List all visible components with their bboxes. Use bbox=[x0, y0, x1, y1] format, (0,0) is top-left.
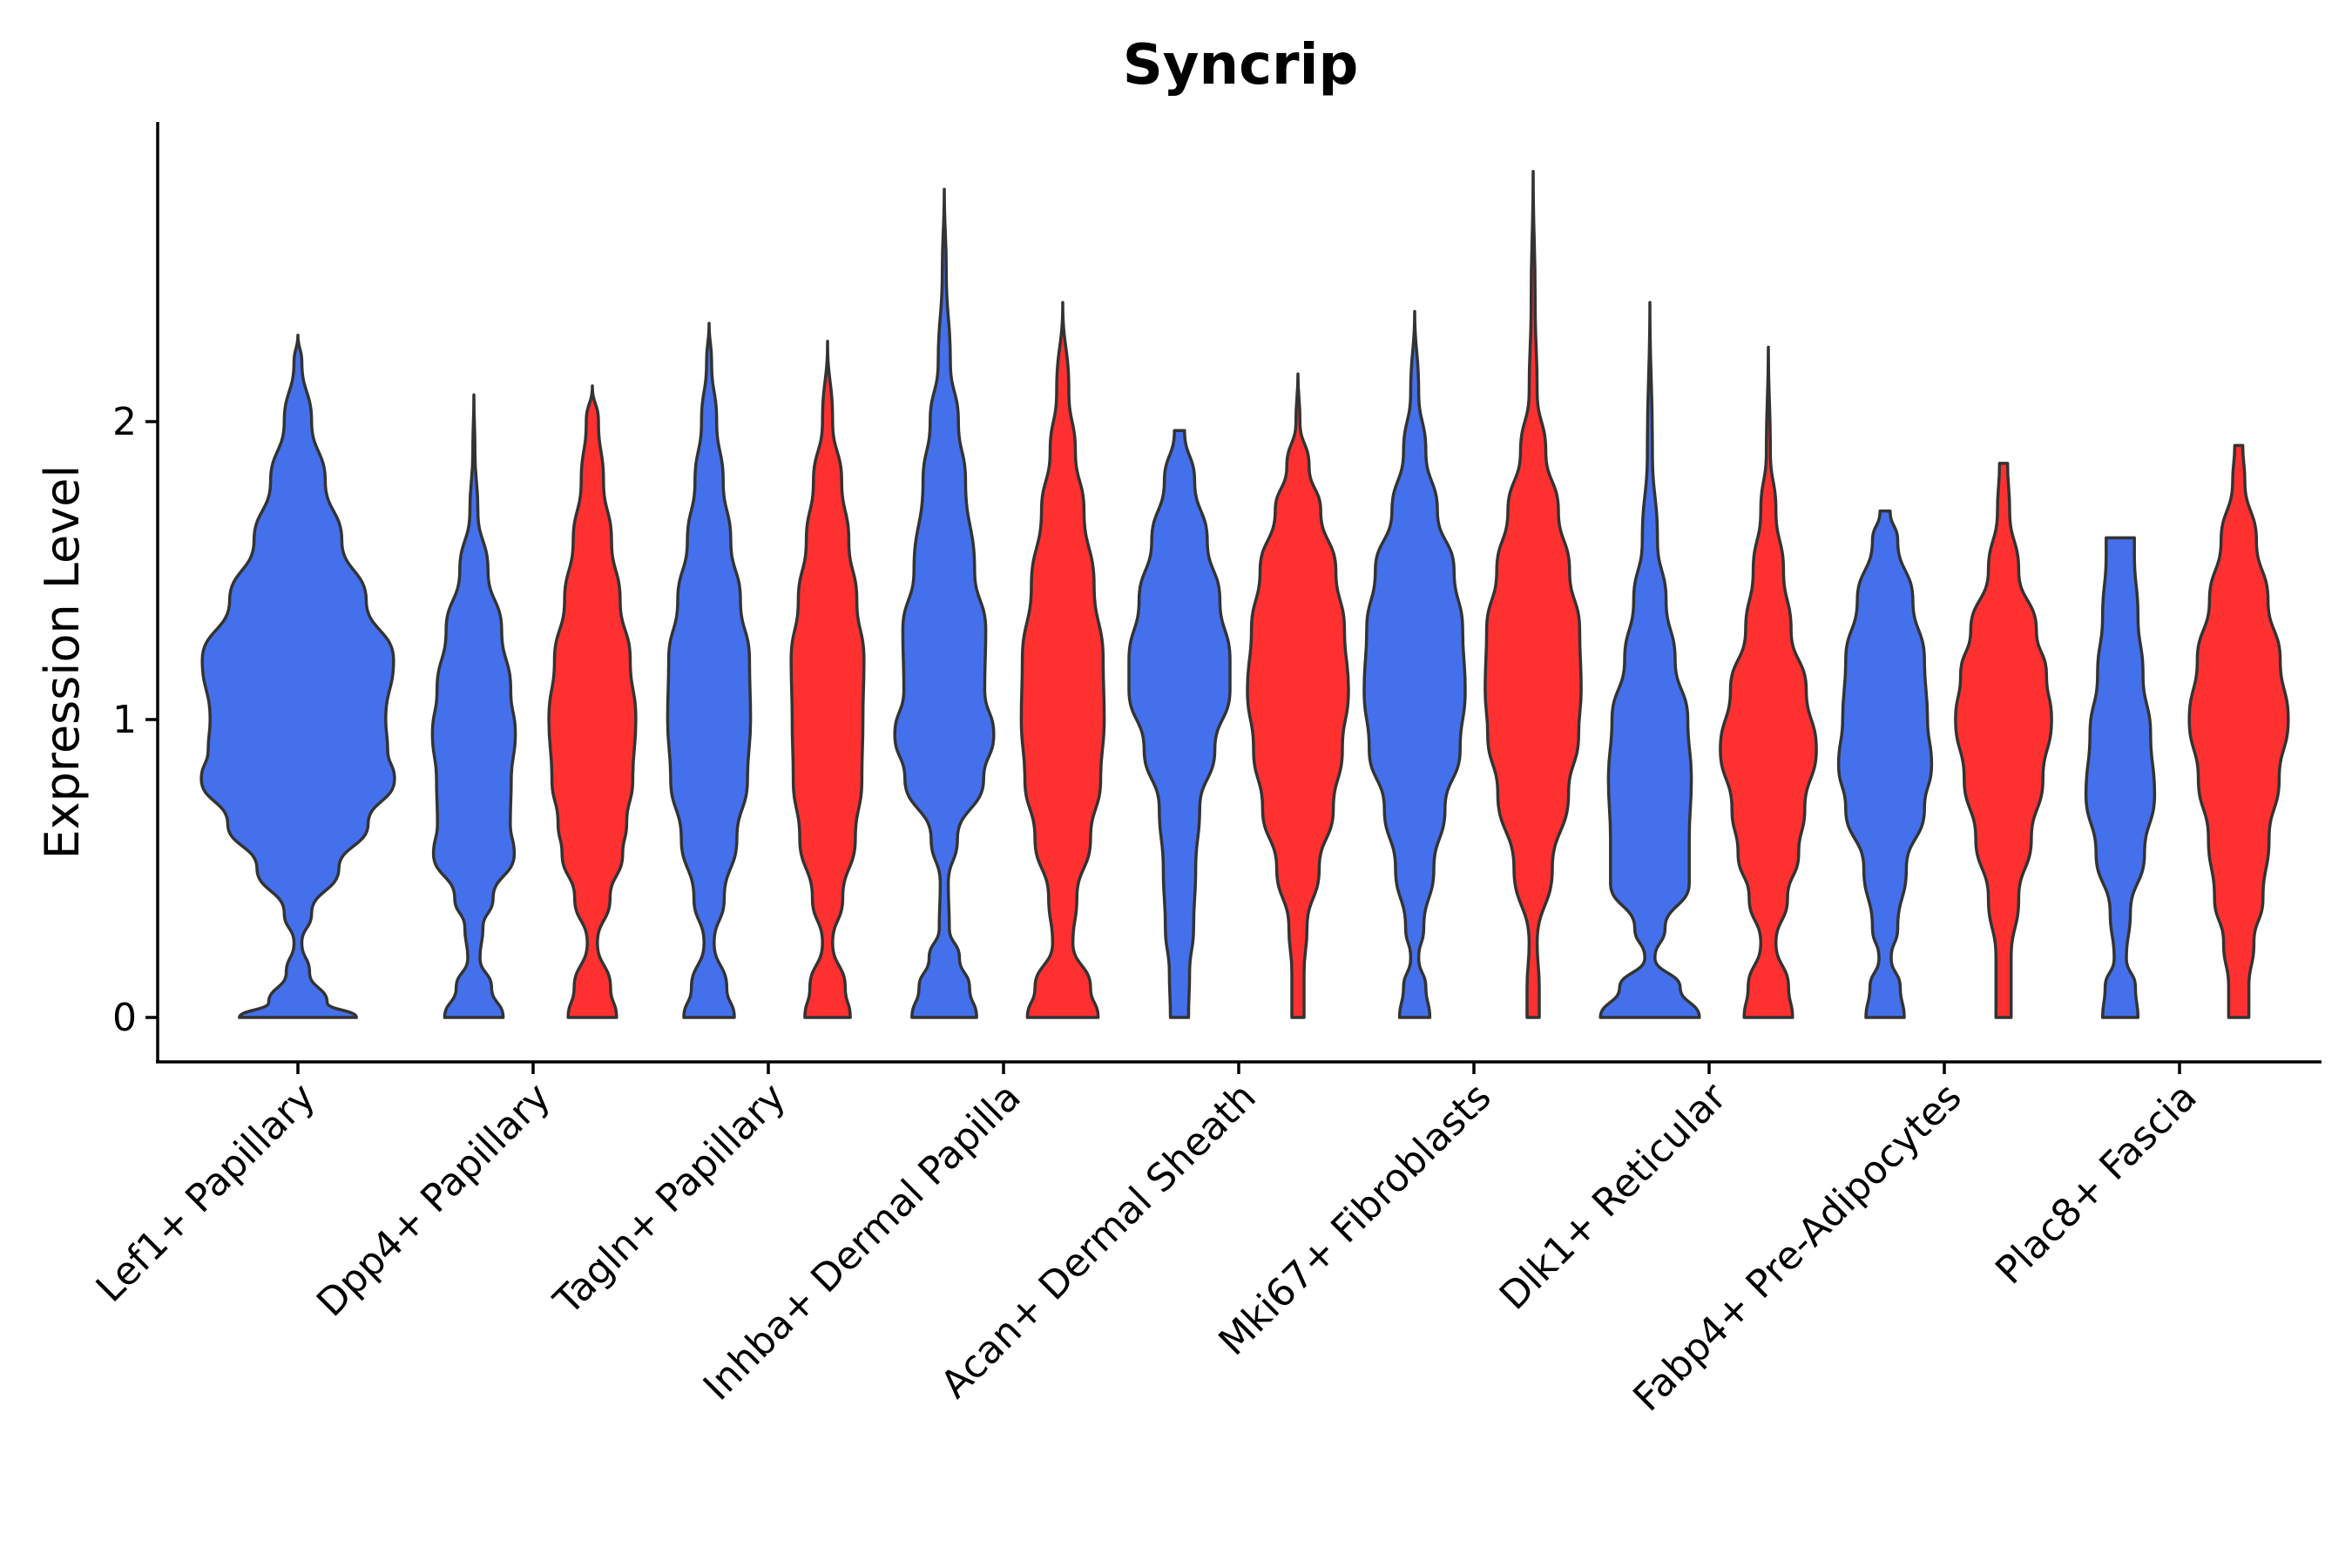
violin-red-3 bbox=[1019, 301, 1106, 1019]
violin-red-7 bbox=[1954, 462, 2053, 1019]
violin-red-8 bbox=[2187, 443, 2290, 1019]
x-tick-label: Lef1+ Papillary bbox=[88, 1075, 324, 1311]
violin-blue-0 bbox=[199, 334, 396, 1019]
violin-blue-6 bbox=[1598, 301, 1701, 1019]
violin-blue-3 bbox=[893, 187, 996, 1019]
violin-blue-8 bbox=[2084, 536, 2157, 1019]
violin-blue-4 bbox=[1127, 429, 1232, 1019]
x-tick-label: Dlk1+ Reticular bbox=[1491, 1074, 1736, 1319]
violin-blue-1 bbox=[430, 393, 517, 1019]
violin-red-1 bbox=[547, 384, 638, 1019]
violin-red-4 bbox=[1246, 372, 1350, 1019]
violin-red-2 bbox=[789, 339, 866, 1019]
y-axis-label: Expression Level bbox=[35, 465, 90, 860]
x-tick-label: Tagln+ Papillary bbox=[545, 1075, 794, 1324]
y-tick-label: 2 bbox=[112, 400, 137, 444]
violin-red-6 bbox=[1719, 345, 1818, 1019]
y-tick-label: 0 bbox=[112, 996, 137, 1040]
y-ticks: 0 1 2 bbox=[112, 400, 158, 1040]
violin-red-5 bbox=[1484, 169, 1583, 1019]
violin-blue-7 bbox=[1836, 509, 1934, 1019]
violin-blue-2 bbox=[666, 321, 753, 1019]
x-tick-label: Plac8+ Fascia bbox=[1987, 1075, 2206, 1294]
x-tick-label: Mki67+ Fibroblasts bbox=[1210, 1075, 1499, 1364]
violin-group bbox=[199, 169, 2290, 1019]
y-tick-label: 1 bbox=[112, 698, 137, 742]
chart-title: Syncrip bbox=[1123, 33, 1359, 98]
x-tick-label: Dpp4+ Papillary bbox=[308, 1075, 559, 1326]
violin-blue-5 bbox=[1362, 309, 1467, 1019]
